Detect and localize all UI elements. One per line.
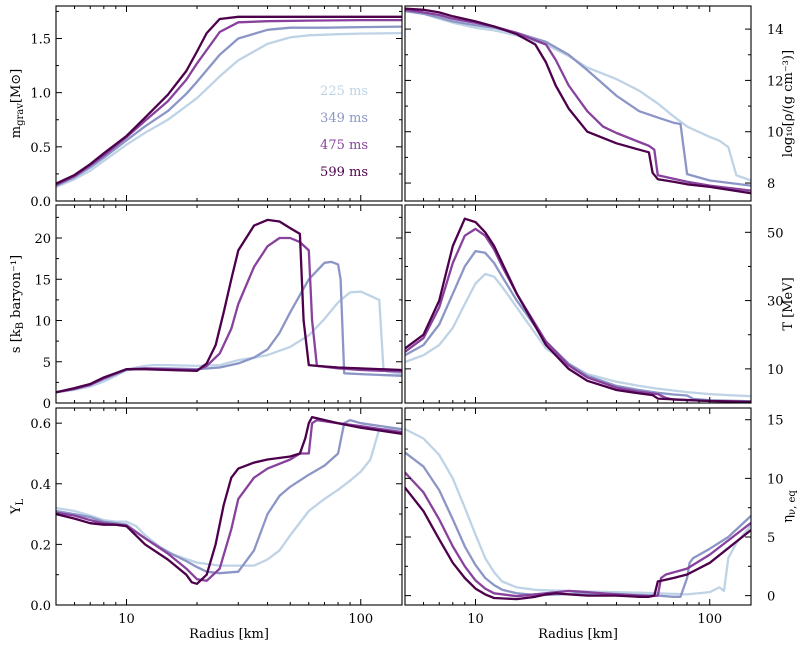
y-tick-label: 10 bbox=[34, 315, 51, 330]
y-axis-title-eta-subscript: ν, eq bbox=[787, 490, 798, 515]
series-line-mgrav-225ms bbox=[56, 31, 402, 189]
y-tick-label: 15 bbox=[767, 414, 784, 429]
legend-entry-599ms: 599 ms bbox=[320, 165, 368, 180]
series-line-rho-475ms bbox=[405, 8, 751, 192]
series-line-ye-599ms bbox=[56, 415, 402, 585]
y-axis-title-eta-main: η bbox=[781, 515, 796, 523]
x-tick-label: 10 bbox=[467, 612, 484, 627]
series-line-eta-225ms bbox=[405, 427, 751, 596]
legend: 225 ms 349 ms 475 ms 599 ms bbox=[320, 84, 368, 180]
y-axis-title-mgrav: mgrav[M⊙] bbox=[9, 69, 26, 138]
y-axis-title-rho-main: log₁₀[ρ/(g cm⁻³)] bbox=[781, 50, 796, 157]
legend-entry-225ms: 225 ms bbox=[320, 84, 368, 99]
y-tick-label: 0.5 bbox=[30, 141, 51, 156]
axes-frame bbox=[404, 204, 752, 404]
panel-eta: 10 100 Radius [km] 0 5 10 15 ην, eq bbox=[404, 407, 798, 642]
y-tick-label: 50 bbox=[767, 226, 784, 241]
y-axis-title-temperature-main: T [MeV] bbox=[781, 277, 796, 330]
y-tick-label: 0.2 bbox=[30, 538, 51, 553]
y-axis-title-temperature: T [MeV] bbox=[781, 277, 796, 330]
series-group-rho bbox=[405, 7, 751, 195]
x-tick-label: 100 bbox=[697, 612, 722, 627]
y-tick-label: 30 bbox=[767, 295, 784, 310]
series-line-mgrav-349ms bbox=[56, 25, 402, 187]
series-line-rho-349ms bbox=[405, 9, 751, 187]
legend-entry-349ms: 349 ms bbox=[320, 111, 368, 126]
series-line-ye-225ms bbox=[56, 428, 402, 567]
series-line-temperature-225ms bbox=[405, 272, 751, 398]
series-line-rho-599ms bbox=[405, 7, 751, 195]
series-line-eta-349ms bbox=[405, 451, 751, 598]
y-tick-label: 8 bbox=[767, 177, 775, 192]
y-tick-label: 15 bbox=[34, 273, 51, 288]
series-line-ye-475ms bbox=[56, 418, 402, 582]
series-line-ye-349ms bbox=[56, 418, 402, 575]
panel-rho: 8 10 12 14 log₁₀[ρ/(g cm⁻³)] bbox=[404, 5, 796, 202]
y-axis-title-rho: log₁₀[ρ/(g cm⁻³)] bbox=[781, 50, 796, 157]
y-axis-title-entropy-main: s [k bbox=[9, 329, 24, 353]
y-axis-title-ye-subscript: L bbox=[15, 499, 26, 506]
y-tick-label: 10 bbox=[767, 126, 784, 141]
series-line-entropy-599ms bbox=[56, 218, 402, 394]
y-axis-title-ye: YL bbox=[9, 499, 26, 516]
y-tick-label: 0.0 bbox=[30, 599, 51, 614]
series-line-eta-475ms bbox=[405, 471, 751, 598]
legend-entry-475ms: 475 ms bbox=[320, 138, 368, 153]
x-axis-title: Radius [km] bbox=[189, 627, 269, 642]
series-line-entropy-475ms bbox=[56, 236, 402, 394]
series-group-eta bbox=[405, 427, 751, 601]
series-line-entropy-225ms bbox=[56, 290, 402, 394]
x-tick-label: 100 bbox=[348, 612, 373, 627]
y-tick-label: 0 bbox=[767, 590, 775, 605]
y-axis-title-entropy-unit: baryon⁻¹] bbox=[9, 255, 24, 322]
series-line-mgrav-599ms bbox=[56, 15, 402, 185]
y-axis-title-eta: ην, eq bbox=[781, 490, 798, 523]
y-axis-title-mgrav-subscript: grav bbox=[15, 103, 26, 126]
series-line-temperature-349ms bbox=[405, 249, 751, 403]
axes-frame bbox=[55, 5, 403, 202]
y-tick-label: 1.5 bbox=[30, 33, 51, 48]
y-tick-label: 0.6 bbox=[30, 417, 51, 432]
axes-frame bbox=[404, 407, 752, 606]
panel-ye: 10 100 Radius [km] 0.0 0.2 0.4 0.6 YL bbox=[9, 407, 403, 642]
y-tick-label: 5 bbox=[43, 356, 51, 371]
y-axis-title-ye-main: Y bbox=[9, 505, 24, 515]
y-tick-label: 10 bbox=[767, 363, 784, 378]
x-axis-title: Radius [km] bbox=[538, 627, 618, 642]
y-axis-title-entropy-subscript: B bbox=[15, 322, 26, 329]
y-tick-label: 0.0 bbox=[30, 195, 51, 210]
y-axis-title-mgrav-unit: [M⊙] bbox=[9, 69, 24, 103]
x-tick-label: 10 bbox=[118, 612, 135, 627]
y-axis-title-mgrav-main: m bbox=[9, 126, 24, 138]
axes-frame bbox=[404, 5, 752, 202]
y-tick-label: 0.4 bbox=[30, 478, 51, 493]
series-line-entropy-349ms bbox=[56, 260, 402, 394]
series-line-temperature-599ms bbox=[405, 217, 751, 403]
series-group-temperature bbox=[405, 217, 751, 403]
series-line-rho-225ms bbox=[405, 9, 751, 182]
series-line-eta-599ms bbox=[405, 486, 751, 601]
y-tick-label: 0 bbox=[43, 397, 51, 412]
y-tick-label: 10 bbox=[767, 472, 784, 487]
series-group-entropy bbox=[56, 218, 402, 394]
axes-frame bbox=[55, 407, 403, 606]
panel-entropy: 0 5 10 15 20 s [kB baryon⁻¹] bbox=[9, 204, 403, 412]
series-line-mgrav-475ms bbox=[56, 18, 402, 186]
y-tick-label: 12 bbox=[767, 74, 784, 89]
panel-mgrav: 0.0 0.5 1.0 1.5 mgrav[M⊙] bbox=[9, 5, 403, 210]
series-group-ye bbox=[56, 415, 402, 585]
y-tick-label: 5 bbox=[767, 531, 775, 546]
series-group-mgrav bbox=[56, 15, 402, 189]
y-tick-label: 14 bbox=[767, 23, 784, 38]
axes-frame bbox=[55, 204, 403, 404]
y-tick-label: 20 bbox=[34, 232, 51, 247]
y-tick-label: 1.0 bbox=[30, 87, 51, 102]
y-axis-title-entropy: s [kB baryon⁻¹] bbox=[9, 255, 26, 353]
panel-temperature: 10 30 50 T [MeV] bbox=[404, 204, 796, 404]
